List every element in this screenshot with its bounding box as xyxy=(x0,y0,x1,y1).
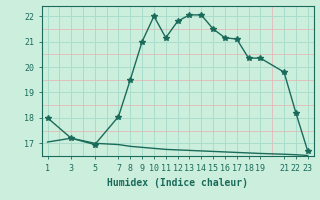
X-axis label: Humidex (Indice chaleur): Humidex (Indice chaleur) xyxy=(107,178,248,188)
